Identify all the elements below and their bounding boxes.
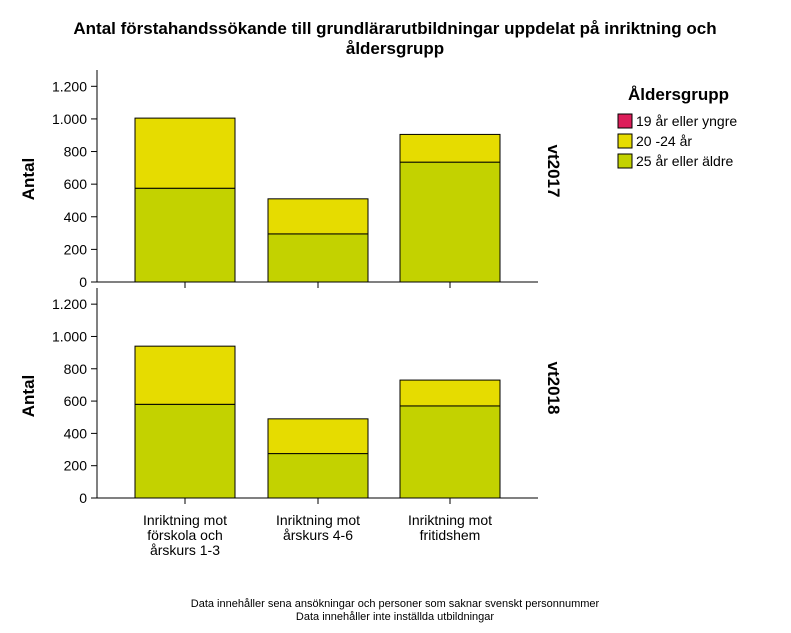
x-category-label: årskurs 1-3 [150,542,220,558]
legend-label: 19 år eller yngre [636,113,737,129]
bar-segment [399,133,501,163]
bar-segment [267,233,369,283]
bar-segment [267,453,369,499]
y-tick-label: 1.200 [52,296,87,312]
y-tick-label: 0 [79,274,87,290]
bar-segment [267,198,369,235]
bar-segment [399,161,501,283]
bar-segment [134,117,236,189]
legend-label: 20 -24 år [636,133,692,149]
y-tick-label: 1.000 [52,111,87,127]
y-axis-label: Antal [19,375,38,418]
legend-swatch [617,133,633,149]
y-tick-label: 400 [64,209,88,225]
y-tick-label: 400 [64,425,88,441]
y-tick-label: 1.200 [52,78,87,94]
panel-label: vt2018 [544,362,563,415]
x-category-label: Inriktning mot [143,512,227,528]
bar-segment [134,345,236,405]
bar-segment [134,403,236,499]
x-category-label: förskola och [147,527,222,543]
y-tick-label: 0 [79,490,87,506]
panel-label: vt2017 [544,145,563,198]
bar-segment [267,418,369,455]
x-category-label: fritidshem [420,527,481,543]
x-category-label: Inriktning mot [408,512,492,528]
footnote: Data innehåller inte inställda utbildnin… [296,611,494,623]
y-tick-label: 800 [64,361,88,377]
y-tick-label: 600 [64,176,88,192]
y-tick-label: 600 [64,393,88,409]
legend-title: Åldersgrupp [628,85,729,104]
x-category-label: Inriktning mot [276,512,360,528]
legend-swatch [617,153,633,169]
y-tick-label: 200 [64,458,88,474]
footnote: Data innehåller sena ansökningar och per… [191,598,600,610]
legend-swatch [617,113,633,129]
bar-segment [399,405,501,499]
chart-title-line: åldersgrupp [346,39,444,58]
legend-label: 25 år eller äldre [636,153,733,169]
x-category-label: årskurs 4-6 [283,527,353,543]
y-tick-label: 1.000 [52,328,87,344]
y-tick-label: 800 [64,144,88,160]
chart-title-line: Antal förstahandssökande till grundlärar… [73,19,716,38]
y-tick-label: 200 [64,241,88,257]
bar-segment [399,379,501,407]
y-axis-label: Antal [19,158,38,201]
bar-segment [134,187,236,283]
